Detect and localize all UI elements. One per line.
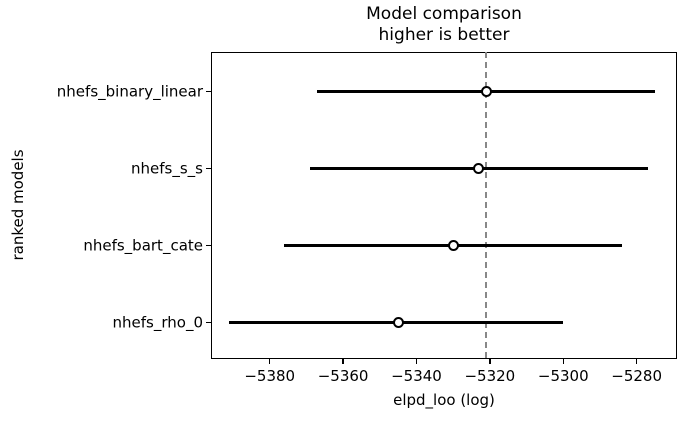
x-axis-tick — [268, 359, 271, 364]
x-axis-tick — [342, 359, 344, 364]
x-axis-tick — [415, 359, 418, 364]
x-axis-tick — [489, 359, 491, 364]
elpd-point-marker — [473, 163, 485, 175]
model-name-label: nhefs_rho_0 — [112, 313, 203, 332]
x-tick-label: −5380 — [244, 367, 296, 385]
y-axis-tick — [206, 244, 211, 247]
x-axis-tick — [562, 359, 564, 364]
chart-title-block: Model comparison higher is better — [211, 4, 677, 46]
x-tick-label: −5300 — [537, 367, 589, 385]
x-tick-label: −5280 — [611, 367, 662, 385]
elpd-point-marker — [392, 317, 404, 329]
x-tick-label: −5320 — [464, 367, 516, 385]
y-axis-label: ranked models — [9, 149, 27, 261]
plot-area — [211, 52, 677, 359]
x-tick-label: −5360 — [317, 367, 369, 385]
y-axis-tick — [206, 167, 211, 170]
x-axis-label: elpd_loo (log) — [393, 391, 495, 409]
x-axis-tick — [635, 359, 638, 364]
elpd-point-marker — [480, 86, 492, 98]
chart-title: Model comparison — [366, 4, 522, 24]
y-axis-tick — [206, 321, 211, 324]
chart-subtitle: higher is better — [378, 25, 510, 45]
model-name-label: nhefs_s_s — [131, 159, 203, 178]
model-name-label: nhefs_binary_linear — [56, 82, 203, 101]
y-axis-tick — [206, 90, 211, 93]
model-name-label: nhefs_bart_cate — [83, 236, 203, 255]
x-tick-label: −5340 — [391, 367, 442, 385]
reference-dashed-line — [485, 52, 487, 359]
elpd-point-marker — [447, 240, 459, 252]
